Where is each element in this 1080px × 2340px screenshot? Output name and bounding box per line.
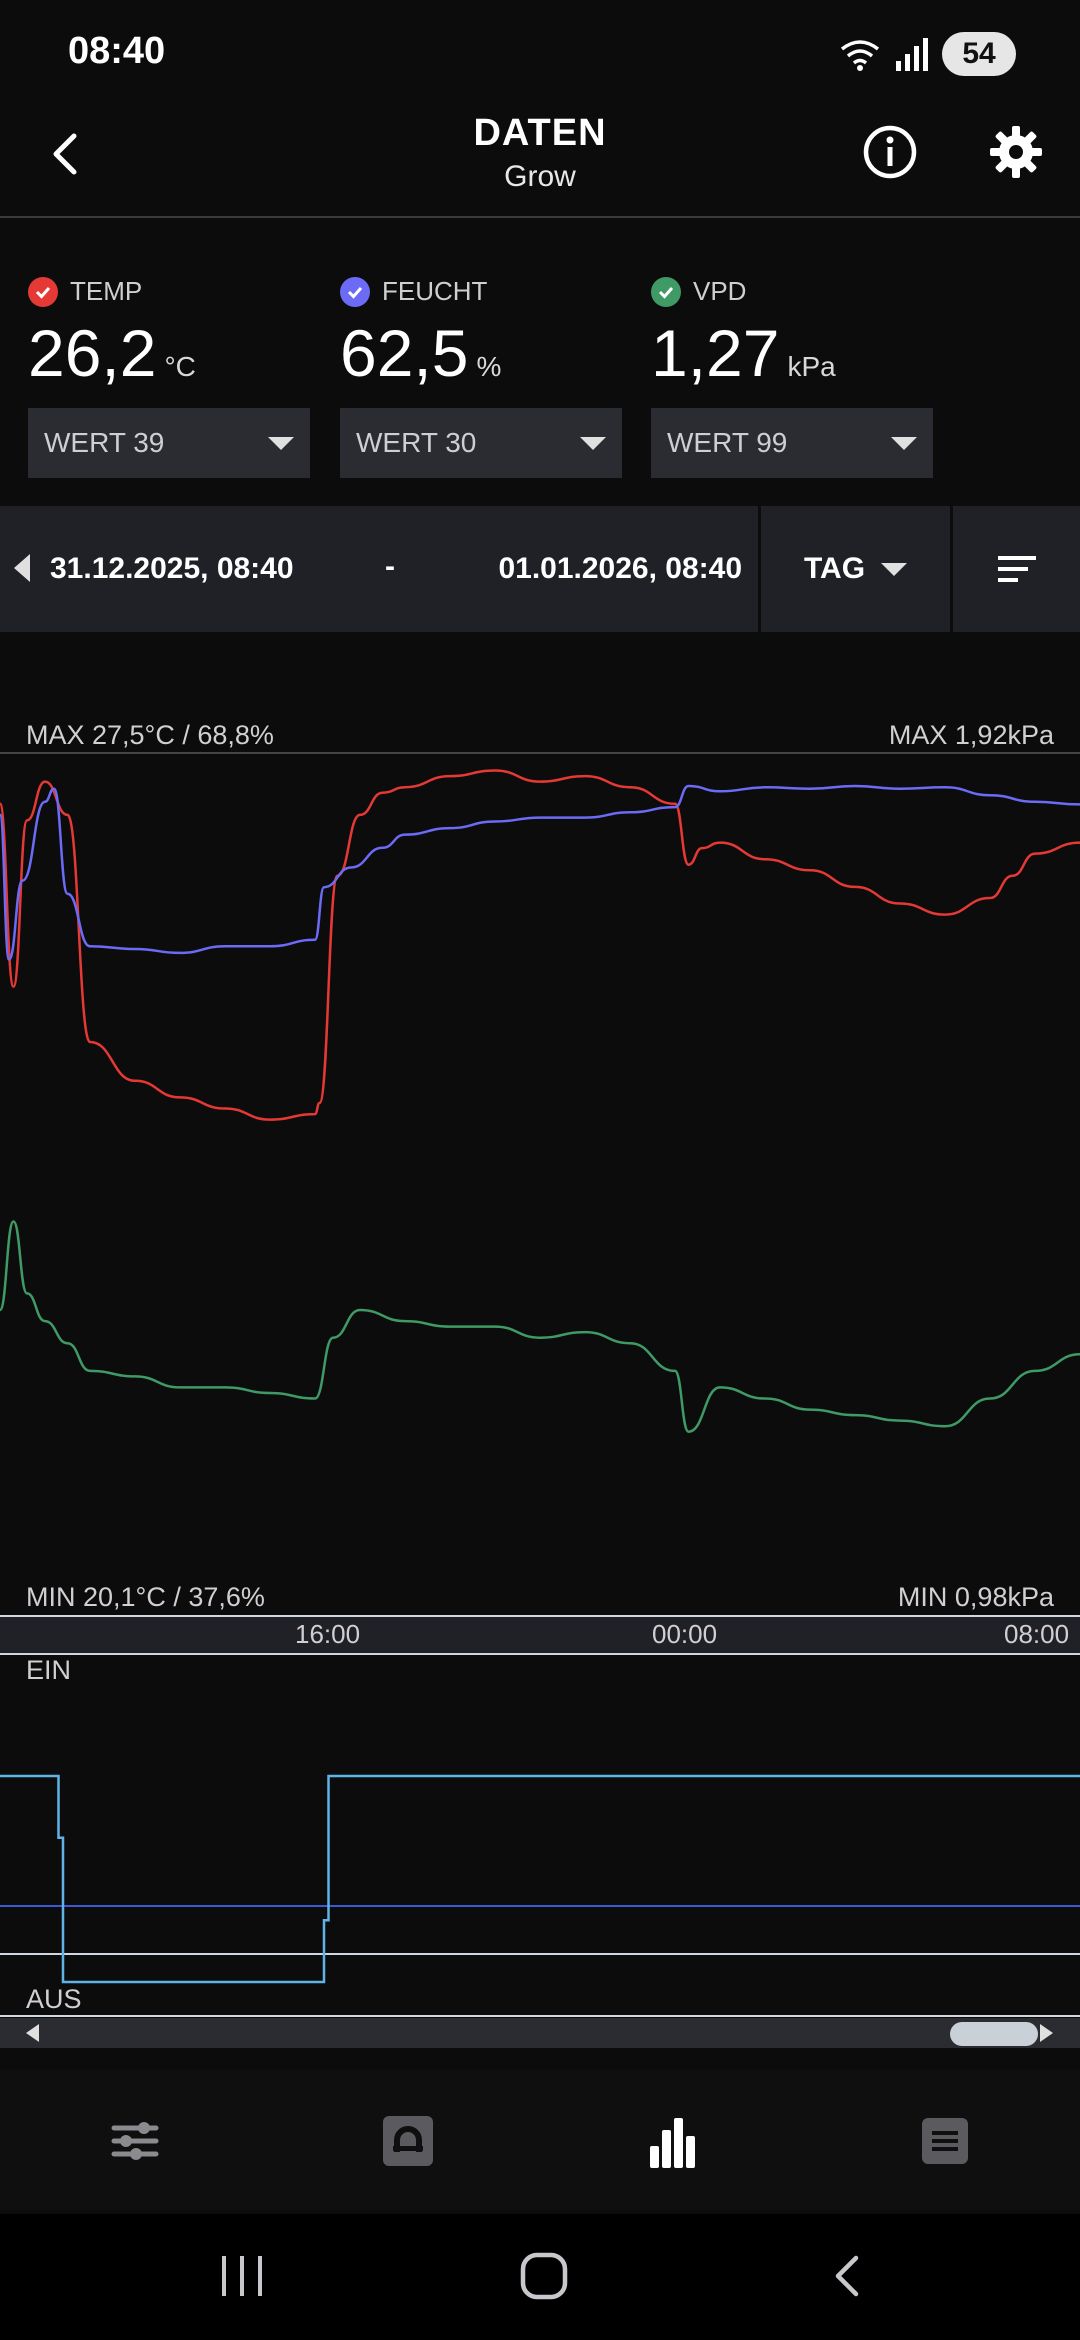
dropdown-label: WERT 30 xyxy=(356,427,477,458)
sensor-unit: kPa xyxy=(787,351,836,382)
sensor-value: 1,27 xyxy=(651,316,780,390)
scroll-thumb[interactable] xyxy=(950,2022,1038,2046)
battery-icon: 54 xyxy=(942,32,1016,76)
sort-icon[interactable] xyxy=(953,506,1080,632)
time-tick: 00:00 xyxy=(652,1619,718,1649)
back-arrow-icon[interactable] xyxy=(36,124,96,184)
range-separator: - xyxy=(385,550,395,583)
info-icon[interactable] xyxy=(860,122,920,182)
switch-off-label: AUS xyxy=(26,1984,82,2014)
series-line-feucht xyxy=(0,784,1080,961)
sensor-line-chart[interactable] xyxy=(0,750,1080,1615)
scroll-right-icon[interactable] xyxy=(1040,2024,1053,2042)
chart-max-left: MAX 27,5°C / 68,8% xyxy=(26,720,274,750)
wifi-icon xyxy=(840,40,880,71)
back-icon[interactable] xyxy=(820,2248,876,2304)
recents-icon[interactable] xyxy=(214,2250,270,2304)
list-icon[interactable] xyxy=(910,2106,980,2176)
sensor-temp: TEMP 26,2 °C WERT 39 xyxy=(28,276,318,486)
status-time: 08:40 xyxy=(68,30,166,72)
caret-down-icon xyxy=(881,562,908,576)
dropdown-label: WERT 39 xyxy=(44,427,165,458)
sensor-label: FEUCHT xyxy=(382,276,488,306)
chart-max-right: MAX 1,92kPa xyxy=(888,720,1054,750)
time-tick: 16:00 xyxy=(295,1619,361,1649)
status-icons: 54 xyxy=(840,30,1016,78)
sensor-value: 26,2 xyxy=(28,316,157,390)
sensor-value: 62,5 xyxy=(340,316,469,390)
sensor-humidity: FEUCHT 62,5 % WERT 30 xyxy=(340,276,630,486)
date-range-bar: 31.12.2025, 08:40 - 01.01.2026, 08:40 TA… xyxy=(0,506,1080,632)
lock-icon[interactable] xyxy=(373,2106,443,2176)
caret-down-icon xyxy=(268,436,294,450)
gear-icon[interactable] xyxy=(986,122,1046,182)
series-line-vpd xyxy=(0,1220,1080,1433)
sensor-label: VPD xyxy=(693,276,747,306)
previous-range-icon[interactable] xyxy=(14,554,30,582)
value-dropdown[interactable]: WERT 99 xyxy=(651,408,933,478)
bar-chart-icon[interactable] xyxy=(640,2106,710,2176)
home-icon[interactable] xyxy=(516,2248,572,2304)
check-icon[interactable] xyxy=(651,276,681,307)
divider xyxy=(758,506,761,632)
switch-state-line xyxy=(0,1774,1080,1984)
time-tick: 08:00 xyxy=(1004,1619,1070,1649)
chart-min-right: MIN 0,98kPa xyxy=(897,1582,1054,1612)
value-dropdown[interactable]: WERT 39 xyxy=(28,408,310,478)
sensor-unit: °C xyxy=(164,351,196,382)
range-start[interactable]: 31.12.2025, 08:40 xyxy=(50,552,294,585)
page-subtitle: Grow xyxy=(504,160,576,193)
caret-down-icon xyxy=(580,436,606,450)
scroll-left-icon[interactable] xyxy=(26,2024,39,2042)
switch-on-label: EIN xyxy=(26,1655,72,1685)
chart-min-left: MIN 20,1°C / 37,6% xyxy=(26,1582,265,1612)
sensor-vpd: VPD 1,27 kPa WERT 99 xyxy=(651,276,941,486)
signal-icon xyxy=(896,38,928,71)
system-navigation xyxy=(0,2214,1080,2340)
dropdown-label: WERT 99 xyxy=(667,427,788,458)
app-header: DATEN Grow xyxy=(0,100,1080,218)
check-icon[interactable] xyxy=(340,276,370,307)
time-axis: 16:00 00:00 08:00 xyxy=(0,1615,1080,1655)
bottom-navigation xyxy=(0,2070,1080,2210)
divider xyxy=(950,506,953,632)
range-end[interactable]: 01.01.2026, 08:40 xyxy=(498,552,742,585)
caret-down-icon xyxy=(891,436,917,450)
page-title: DATEN xyxy=(473,112,607,154)
sensor-label: TEMP xyxy=(70,276,143,306)
period-dropdown[interactable]: TAG xyxy=(761,506,950,632)
check-icon[interactable] xyxy=(28,276,58,307)
sliders-icon[interactable] xyxy=(100,2106,170,2176)
switch-state-chart[interactable] xyxy=(0,1652,1080,2018)
series-line-temp xyxy=(0,769,1080,1121)
period-label: TAG xyxy=(803,552,866,585)
chart-scrollbar[interactable] xyxy=(0,2018,1080,2048)
sensor-unit: % xyxy=(476,351,502,382)
value-dropdown[interactable]: WERT 30 xyxy=(340,408,622,478)
